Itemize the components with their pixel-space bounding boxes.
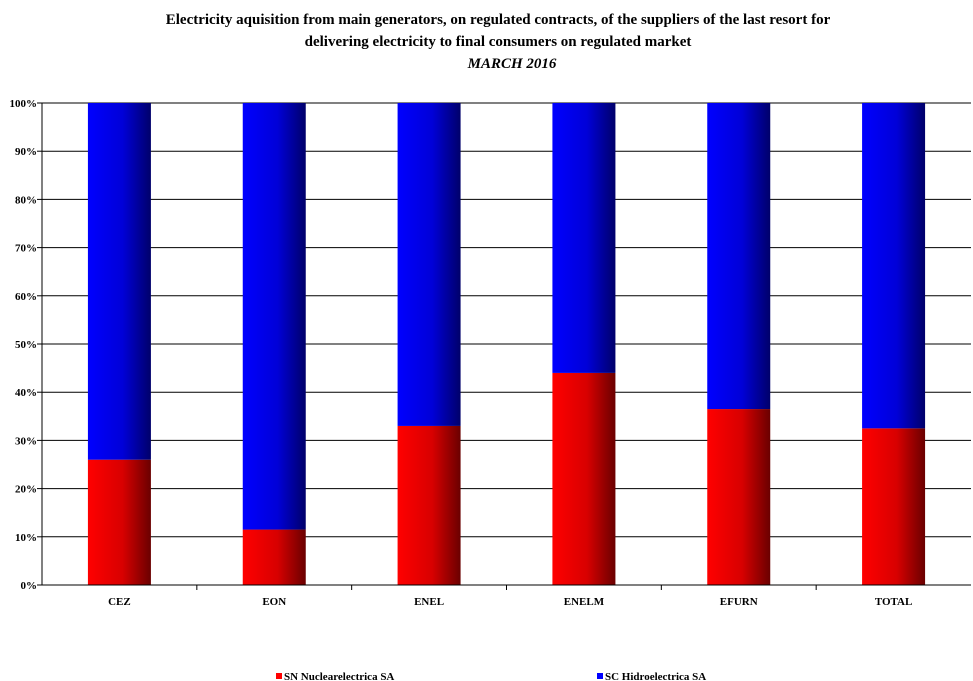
x-tick-labels: CEZ EON ENEL ENELM EFURN TOTAL bbox=[108, 596, 912, 608]
y-tick-label: 80% bbox=[15, 194, 37, 206]
chart-title-line-1: Electricity aquisition from main generat… bbox=[166, 12, 831, 28]
legend: SN Nuclearelectrica SA SC Hidroelectrica… bbox=[276, 671, 706, 681]
bar-nuclearelectrica-total bbox=[862, 428, 926, 585]
x-tick-label-cez: CEZ bbox=[108, 596, 131, 608]
y-tick-label: 70% bbox=[15, 243, 37, 255]
bar-hidroelectrica-enelm bbox=[552, 103, 616, 373]
y-tick-label: 30% bbox=[15, 435, 37, 447]
y-tick-label: 40% bbox=[15, 387, 37, 399]
legend-label-hidroelectrica: SC Hidroelectrica SA bbox=[605, 671, 706, 681]
legend-swatch-hidroelectrica bbox=[597, 673, 603, 679]
x-tick-label-enelm: ENELM bbox=[564, 596, 605, 608]
gridlines bbox=[42, 102, 971, 538]
chart-subtitle: MARCH 2016 bbox=[467, 56, 557, 72]
bar-nuclearelectrica-eon bbox=[242, 529, 306, 585]
bar-nuclearelectrica-enel bbox=[397, 425, 461, 585]
bar-hidroelectrica-enel bbox=[397, 103, 461, 426]
y-tick-labels: 0% 10% 20% 30% 40% 50% 60% 70% 80% 90% 100% bbox=[10, 98, 38, 592]
bar-nuclearelectrica-efurn bbox=[707, 409, 771, 585]
y-tick-label: 50% bbox=[15, 339, 37, 351]
bar-hidroelectrica-efurn bbox=[707, 103, 771, 410]
y-tick-label: 60% bbox=[15, 291, 37, 303]
x-tick-label-total: TOTAL bbox=[875, 596, 913, 608]
bar-nuclearelectrica-enelm bbox=[552, 372, 616, 585]
x-tick-label-eon: EON bbox=[262, 596, 286, 608]
x-tick-label-enel: ENEL bbox=[414, 596, 444, 608]
y-tick-label: 0% bbox=[21, 580, 38, 592]
bar-hidroelectrica-eon bbox=[242, 103, 306, 530]
bars bbox=[87, 103, 926, 585]
legend-swatch-nuclearelectrica bbox=[276, 673, 282, 679]
bar-nuclearelectrica-cez bbox=[87, 459, 151, 585]
y-tick-label: 90% bbox=[15, 146, 37, 158]
bar-hidroelectrica-total bbox=[862, 103, 926, 429]
axes bbox=[37, 102, 971, 590]
y-tick-label: 10% bbox=[15, 532, 37, 544]
x-tick-label-efurn: EFURN bbox=[720, 596, 758, 608]
bar-hidroelectrica-cez bbox=[87, 103, 151, 460]
legend-label-nuclearelectrica: SN Nuclearelectrica SA bbox=[284, 671, 394, 681]
chart-title-line-2: delivering electricity to final consumer… bbox=[305, 34, 692, 50]
y-tick-label: 100% bbox=[10, 98, 38, 110]
y-tick-label: 20% bbox=[15, 484, 37, 496]
